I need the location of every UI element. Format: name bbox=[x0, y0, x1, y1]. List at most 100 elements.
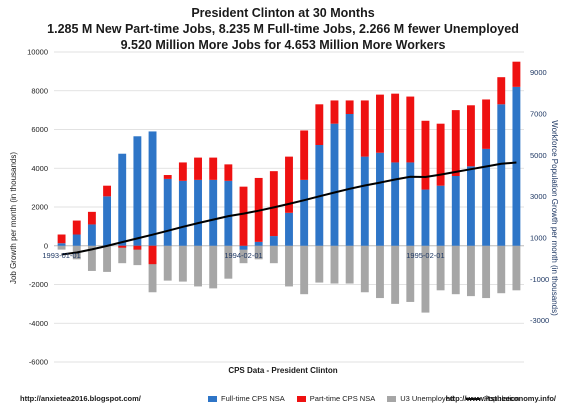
y-tick-label: 4000 bbox=[31, 164, 48, 173]
chart-title: President Clinton at 30 Months bbox=[191, 6, 375, 20]
date-label: 1995-02-01 bbox=[406, 251, 444, 260]
date-label: 1994-02-01 bbox=[224, 251, 262, 260]
y-tick-label: -4000 bbox=[29, 319, 48, 328]
bar-full-time bbox=[72, 234, 81, 246]
bar-part-time bbox=[285, 156, 293, 213]
bar-unemployed bbox=[512, 245, 521, 291]
x-axis-title: CPS Data - President Clinton bbox=[228, 366, 338, 375]
date-label: 1993-01-01 bbox=[42, 251, 80, 260]
bar-full-time bbox=[285, 212, 293, 246]
bar-full-time bbox=[391, 162, 400, 246]
bar-full-time bbox=[148, 131, 157, 246]
bar-part-time bbox=[421, 120, 430, 190]
bar-part-time bbox=[118, 245, 127, 248]
bar-unemployed bbox=[345, 245, 354, 284]
bar-full-time bbox=[451, 176, 460, 246]
bar-full-time bbox=[118, 153, 127, 246]
bar-full-time bbox=[436, 185, 445, 246]
legend-item-population: Population bbox=[465, 394, 520, 403]
legend-label: Full-time CPS NSA bbox=[221, 394, 285, 403]
legend-label: Part-time CPS NSA bbox=[309, 394, 376, 403]
bar-part-time bbox=[72, 220, 81, 235]
legend-label: U3 Unemployed bbox=[400, 394, 454, 403]
legend-swatch-gray bbox=[387, 395, 397, 402]
bar-unemployed bbox=[178, 245, 187, 282]
bar-series bbox=[57, 61, 521, 313]
bar-full-time bbox=[163, 178, 172, 246]
y-tick-label: 6000 bbox=[31, 125, 48, 134]
bar-part-time bbox=[406, 96, 415, 163]
bar-unemployed bbox=[376, 245, 384, 299]
y2-tick-label: 1000 bbox=[530, 234, 547, 243]
bar-unemployed bbox=[300, 245, 309, 295]
bar-part-time bbox=[178, 162, 187, 181]
bar-full-time bbox=[376, 152, 384, 246]
y-axis-title: Job Growth per month (in thousands) bbox=[9, 152, 18, 284]
y2-tick-label: -1000 bbox=[530, 275, 549, 284]
bar-part-time bbox=[376, 94, 384, 153]
bar-full-time bbox=[497, 104, 506, 246]
bar-part-time bbox=[391, 93, 400, 163]
legend-item-part-time: Part-time CPS NSA bbox=[296, 394, 376, 403]
bar-part-time bbox=[300, 130, 309, 180]
legend-swatch-line bbox=[465, 397, 480, 400]
legend-swatch-blue bbox=[208, 395, 217, 402]
bar-part-time bbox=[436, 123, 445, 186]
bar-part-time bbox=[360, 100, 369, 157]
bar-unemployed bbox=[466, 245, 475, 297]
bar-unemployed bbox=[285, 245, 293, 287]
y2-axis-title: Workforce Population Growth per month (i… bbox=[550, 120, 559, 316]
bar-unemployed bbox=[87, 245, 96, 271]
bar-unemployed bbox=[148, 245, 157, 293]
bar-full-time bbox=[224, 180, 233, 246]
bar-full-time bbox=[133, 136, 142, 246]
bar-unemployed bbox=[57, 245, 66, 250]
bar-unemployed bbox=[103, 245, 112, 272]
y-tick-label: -6000 bbox=[29, 358, 48, 367]
bar-part-time bbox=[103, 185, 112, 197]
bar-full-time bbox=[269, 236, 278, 246]
chart-subtitle-2: 9.520 Million More Jobs for 4.653 Millio… bbox=[120, 38, 446, 52]
footer-link-left[interactable]: http://anxietea2016.blogspot.com/ bbox=[20, 394, 141, 403]
bar-unemployed bbox=[497, 245, 506, 294]
bar-full-time bbox=[466, 166, 475, 246]
bar-unemployed bbox=[239, 245, 248, 264]
y-tick-label: -2000 bbox=[29, 280, 48, 289]
bar-part-time bbox=[330, 100, 339, 124]
y2-tick-label: 3000 bbox=[530, 192, 547, 201]
legend-label: Population bbox=[483, 394, 520, 403]
y2-axis-ticks: -3000 -1000 1000 3000 5000 7000 9000 bbox=[530, 68, 549, 325]
bar-full-time bbox=[209, 179, 218, 246]
legend-item-unemployed: U3 Unemployed bbox=[387, 394, 454, 403]
bar-unemployed bbox=[194, 245, 202, 287]
bar-unemployed bbox=[209, 245, 218, 289]
y-tick-label: 2000 bbox=[31, 203, 48, 212]
bar-unemployed bbox=[482, 245, 491, 299]
footer-link-right[interactable]: http://www.itstheeconomy.info/ bbox=[445, 394, 556, 403]
bar-part-time bbox=[345, 100, 354, 114]
bar-full-time bbox=[194, 179, 202, 246]
population-polyline bbox=[61, 161, 517, 256]
bar-part-time bbox=[497, 77, 506, 105]
bar-unemployed bbox=[315, 245, 324, 283]
bar-part-time bbox=[269, 171, 278, 237]
bar-part-time bbox=[239, 186, 248, 246]
y2-tick-label: 9000 bbox=[530, 68, 547, 77]
bar-full-time bbox=[512, 86, 521, 246]
y-axis-ticks: -6000 -4000 -2000 0 2000 4000 6000 8000 10000 bbox=[27, 48, 48, 367]
bar-part-time bbox=[57, 234, 66, 244]
bar-unemployed bbox=[451, 245, 460, 295]
y2-tick-label: 7000 bbox=[530, 110, 547, 119]
bar-full-time bbox=[254, 241, 263, 246]
bar-full-time bbox=[57, 243, 66, 246]
y-tick-label: 0 bbox=[44, 241, 48, 250]
bar-part-time bbox=[163, 175, 172, 179]
bar-part-time bbox=[482, 99, 491, 149]
bar-part-time bbox=[209, 157, 218, 180]
date-labels: 1993-01-01 1994-02-01 1995-02-01 bbox=[42, 251, 444, 260]
bar-unemployed bbox=[133, 245, 142, 266]
bar-full-time bbox=[421, 189, 430, 246]
bar-part-time bbox=[315, 104, 324, 145]
bar-part-time bbox=[466, 105, 475, 167]
bar-part-time bbox=[451, 110, 460, 176]
